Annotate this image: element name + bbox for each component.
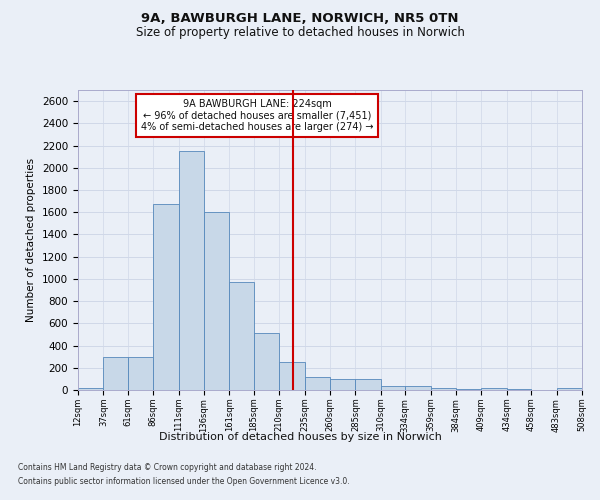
Text: 9A BAWBURGH LANE: 224sqm
← 96% of detached houses are smaller (7,451)
4% of semi: 9A BAWBURGH LANE: 224sqm ← 96% of detach… [140, 99, 373, 132]
Bar [355, 379, 381, 390]
Bar [507, 389, 531, 390]
Bar [381, 386, 405, 390]
Bar [229, 282, 254, 390]
Bar [431, 388, 456, 390]
Bar [557, 388, 582, 390]
Bar [78, 388, 103, 390]
Bar [204, 212, 229, 390]
Y-axis label: Number of detached properties: Number of detached properties [26, 158, 37, 322]
Bar [279, 362, 305, 390]
Bar [456, 389, 481, 390]
Bar [330, 379, 355, 390]
Text: Contains HM Land Registry data © Crown copyright and database right 2024.: Contains HM Land Registry data © Crown c… [18, 464, 317, 472]
Text: Distribution of detached houses by size in Norwich: Distribution of detached houses by size … [158, 432, 442, 442]
Bar [103, 356, 128, 390]
Bar [405, 386, 431, 390]
Bar [128, 356, 153, 390]
Text: Contains public sector information licensed under the Open Government Licence v3: Contains public sector information licen… [18, 477, 350, 486]
Bar [481, 388, 507, 390]
Bar [254, 334, 279, 390]
Text: Size of property relative to detached houses in Norwich: Size of property relative to detached ho… [136, 26, 464, 39]
Bar [179, 151, 204, 390]
Bar [305, 376, 330, 390]
Bar [153, 204, 179, 390]
Text: 9A, BAWBURGH LANE, NORWICH, NR5 0TN: 9A, BAWBURGH LANE, NORWICH, NR5 0TN [141, 12, 459, 26]
